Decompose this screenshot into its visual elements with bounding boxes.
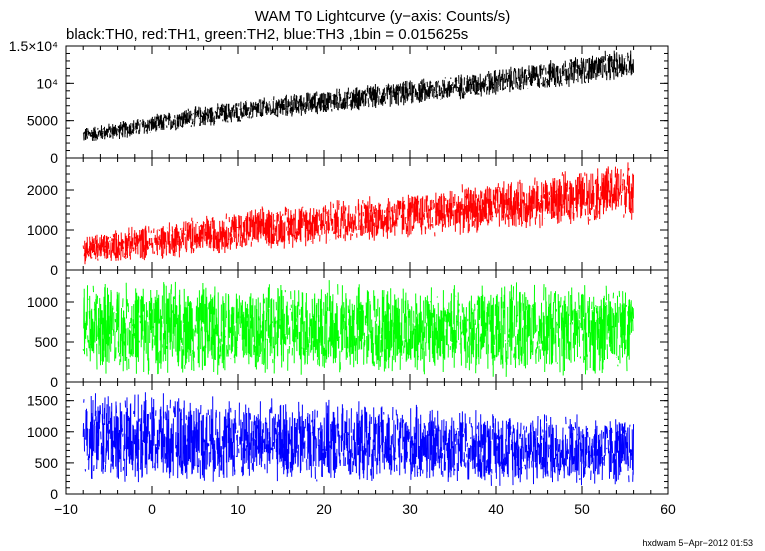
x-tick-label: 50 bbox=[574, 501, 590, 517]
y-tick-label: 1500 bbox=[27, 393, 58, 409]
x-tick-label: 30 bbox=[402, 501, 418, 517]
tick-layer bbox=[65, 45, 669, 495]
x-tick-label: 40 bbox=[488, 501, 504, 517]
x-tick-label: 0 bbox=[148, 501, 156, 517]
y-tick-label: 1000 bbox=[27, 424, 58, 440]
x-tick-label: −10 bbox=[54, 501, 78, 517]
y-tick-label: 500 bbox=[35, 455, 59, 471]
y-tick-label: 2000 bbox=[27, 182, 58, 198]
footer-timestamp: hxdwam 5−Apr−2012 01:53 bbox=[642, 538, 753, 548]
chart-subtitle: black:TH0, red:TH1, green:TH2, blue:TH3 … bbox=[66, 26, 469, 43]
series-trace-panel-1 bbox=[82, 50, 634, 142]
y-tick-label: 0 bbox=[50, 374, 58, 390]
y-tick-label: 1000 bbox=[27, 294, 58, 310]
series-trace-panel-4 bbox=[82, 392, 634, 486]
series-trace-panel-3 bbox=[82, 280, 634, 377]
series-trace-panel-2 bbox=[82, 162, 634, 265]
y-tick-label: 10⁴ bbox=[36, 75, 58, 91]
y-tick-label: 5000 bbox=[27, 113, 58, 129]
y-tick-label: 0 bbox=[50, 150, 58, 166]
x-tick-label: 60 bbox=[660, 501, 676, 517]
y-tick-label: 1.5×10⁴ bbox=[9, 38, 58, 54]
chart-title: WAM T0 Lightcurve (y−axis: Counts/s) bbox=[254, 8, 511, 25]
y-tick-label: 500 bbox=[35, 334, 59, 350]
series-layer bbox=[82, 50, 634, 486]
x-tick-label: 20 bbox=[316, 501, 332, 517]
y-tick-label: 0 bbox=[50, 262, 58, 278]
tick-label-layer: 0500010⁴1.5×10⁴0100020000500100005001000… bbox=[9, 38, 676, 517]
x-tick-label: 10 bbox=[230, 501, 246, 517]
y-tick-label: 1000 bbox=[27, 222, 58, 238]
y-tick-label: 0 bbox=[50, 486, 58, 502]
